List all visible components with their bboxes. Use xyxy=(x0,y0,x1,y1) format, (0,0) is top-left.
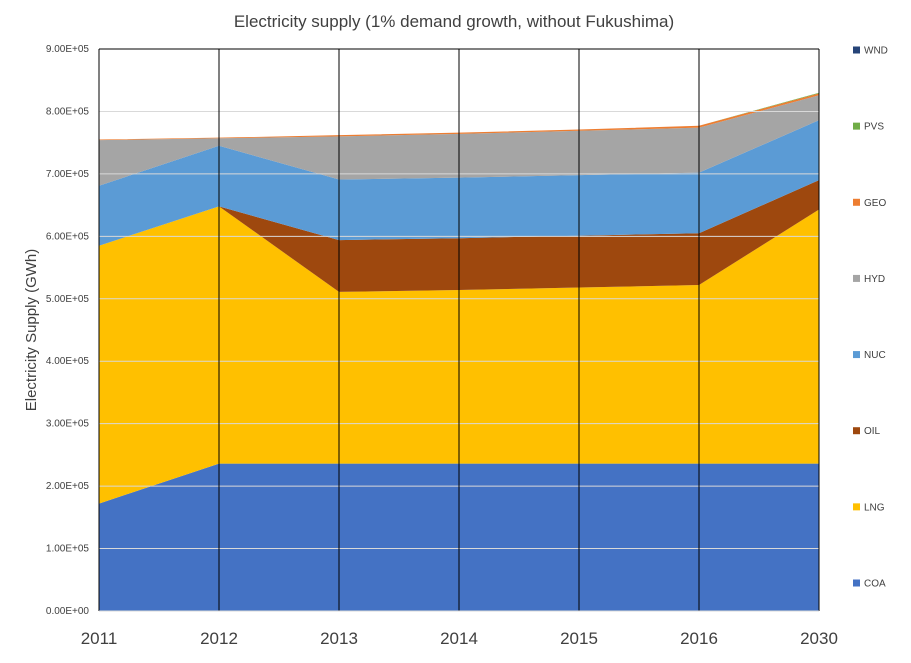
legend-swatch-pvs xyxy=(853,122,860,130)
legend-swatch-nuc xyxy=(853,351,860,359)
x-tick-label: 2016 xyxy=(680,629,718,648)
legend-swatch-hyd xyxy=(853,274,860,282)
area-geo xyxy=(99,93,819,141)
y-tick-label: 0.00E+00 xyxy=(46,606,90,617)
ticks-layer: 0.00E+00 1.00E+05 2.00E+05 3.00E+05 4.00E+05… xyxy=(46,44,838,648)
legend-swatch-lng xyxy=(853,503,860,511)
legend-swatch-oil xyxy=(853,427,860,435)
x-tick-label: 2013 xyxy=(320,629,358,648)
y-tick-label: 5.00E+05 xyxy=(46,294,90,305)
x-tick-label: 2030 xyxy=(800,629,838,648)
y-tick-label: 4.00E+05 xyxy=(46,356,90,367)
legend-swatch-coa xyxy=(853,579,860,587)
legend-label-nuc: NUC xyxy=(864,350,886,361)
legend-label-pvs: PVS xyxy=(864,122,884,133)
x-tick-label: 2011 xyxy=(81,629,118,648)
y-tick-label: 6.00E+05 xyxy=(46,231,90,242)
legend-label-coa: COA xyxy=(864,579,886,590)
legend-label-geo: GEO xyxy=(864,198,886,209)
legend-label-wnd: WND xyxy=(864,46,888,57)
x-tick-label: 2015 xyxy=(560,629,598,648)
y-tick-label: 8.00E+05 xyxy=(46,106,90,117)
y-tick-label: 7.00E+05 xyxy=(46,169,90,180)
legend-label-oil: OIL xyxy=(864,426,881,437)
legend-label-hyd: HYD xyxy=(864,274,885,285)
legend-label-lng: LNG xyxy=(864,502,885,513)
y-axis-label: Electricity Supply (GWh) xyxy=(23,249,40,412)
x-tick-label: 2012 xyxy=(200,629,238,648)
chart-title: Electricity supply (1% demand growth, wi… xyxy=(234,12,674,31)
y-tick-label: 1.00E+05 xyxy=(46,544,90,555)
y-tick-label: 3.00E+05 xyxy=(46,419,90,430)
legend-swatch-geo xyxy=(853,198,860,206)
grid-layer xyxy=(98,48,820,612)
legend: WND PVS GEO HYD NUC OIL LNG COA xyxy=(853,46,888,590)
y-tick-label: 2.00E+05 xyxy=(46,481,90,492)
y-tick-label: 9.00E+05 xyxy=(46,44,90,55)
area-oil xyxy=(99,180,819,292)
legend-swatch-wnd xyxy=(853,46,860,54)
x-tick-label: 2014 xyxy=(440,629,478,648)
